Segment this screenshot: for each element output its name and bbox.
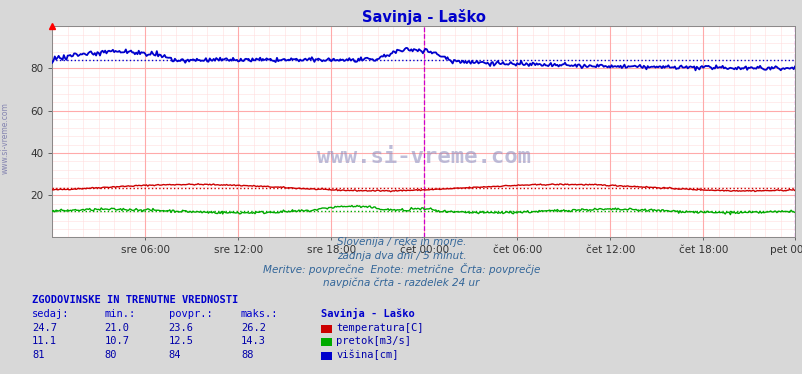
Text: 11.1: 11.1	[32, 337, 57, 346]
Text: temperatura[C]: temperatura[C]	[336, 323, 423, 333]
Text: 10.7: 10.7	[104, 337, 129, 346]
Text: 24.7: 24.7	[32, 323, 57, 333]
Text: ZGODOVINSKE IN TRENUTNE VREDNOSTI: ZGODOVINSKE IN TRENUTNE VREDNOSTI	[32, 295, 238, 305]
Text: www.si-vreme.com: www.si-vreme.com	[1, 102, 10, 174]
Text: www.si-vreme.com: www.si-vreme.com	[316, 147, 530, 167]
Text: povpr.:: povpr.:	[168, 309, 212, 319]
Text: zadnja dva dni / 5 minut.: zadnja dva dni / 5 minut.	[336, 251, 466, 261]
Text: 84: 84	[168, 350, 181, 360]
Text: višina[cm]: višina[cm]	[336, 350, 399, 360]
Text: 88: 88	[241, 350, 253, 360]
Text: pretok[m3/s]: pretok[m3/s]	[336, 337, 411, 346]
Text: Slovenija / reke in morje.: Slovenija / reke in morje.	[336, 237, 466, 247]
Text: min.:: min.:	[104, 309, 136, 319]
Text: 14.3: 14.3	[241, 337, 265, 346]
Text: navpična črta - razdelek 24 ur: navpična črta - razdelek 24 ur	[323, 278, 479, 288]
Text: 80: 80	[104, 350, 117, 360]
Text: 12.5: 12.5	[168, 337, 193, 346]
Text: Savinja - Laško: Savinja - Laško	[321, 308, 415, 319]
Text: 21.0: 21.0	[104, 323, 129, 333]
Text: sedaj:: sedaj:	[32, 309, 70, 319]
Text: Meritve: povprečne  Enote: metrične  Črta: povprečje: Meritve: povprečne Enote: metrične Črta:…	[262, 263, 540, 275]
Title: Savinja - Laško: Savinja - Laško	[361, 9, 485, 25]
Text: 23.6: 23.6	[168, 323, 193, 333]
Text: 81: 81	[32, 350, 45, 360]
Text: maks.:: maks.:	[241, 309, 278, 319]
Text: 26.2: 26.2	[241, 323, 265, 333]
